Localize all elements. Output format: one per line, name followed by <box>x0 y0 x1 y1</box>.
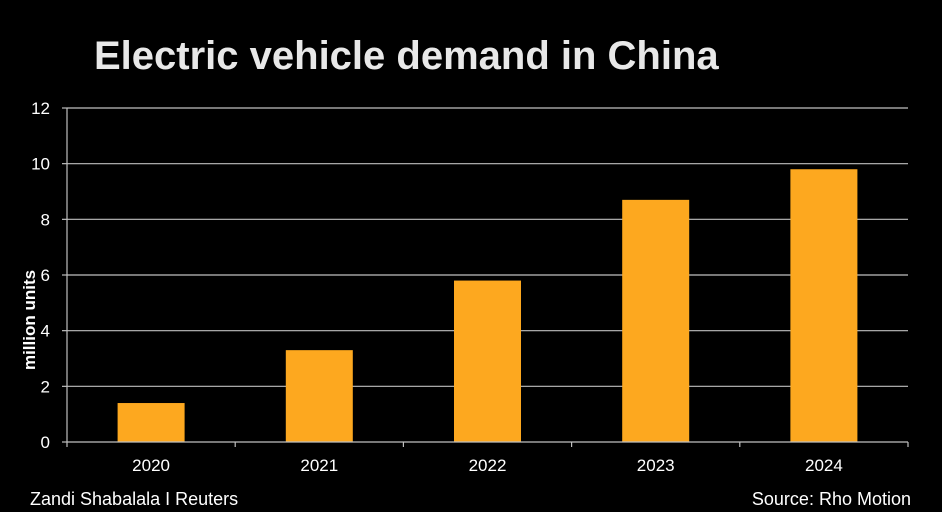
x-tick-label: 2022 <box>469 456 507 475</box>
source-note: Source: Rho Motion <box>751 489 911 509</box>
y-tick-label: 4 <box>41 322 50 341</box>
bar-2021 <box>285 350 353 442</box>
bar-2023 <box>622 199 690 442</box>
y-tick-label: 12 <box>31 99 50 118</box>
y-tick-label: 2 <box>41 377 50 396</box>
x-tick-label: 2021 <box>300 456 338 475</box>
y-axis-label: million units <box>20 270 39 370</box>
y-tick-label: 10 <box>31 155 50 174</box>
x-tick-label: 2020 <box>132 456 170 475</box>
y-tick-label: 0 <box>41 433 50 452</box>
bar-2022 <box>454 280 521 442</box>
chart-title: Electric vehicle demand in China <box>94 34 719 78</box>
y-tick-labels: 0 2 4 6 8 10 12 <box>31 99 50 452</box>
y-tick-label: 8 <box>41 210 50 229</box>
bar-2020 <box>117 403 185 442</box>
y-tick-label: 6 <box>41 266 50 285</box>
x-tick-labels: 2020 2021 2022 2023 2024 <box>132 456 843 475</box>
x-tick-label: 2023 <box>637 456 675 475</box>
bars <box>117 169 858 442</box>
axes <box>62 107 909 447</box>
x-tick-label: 2024 <box>805 456 843 475</box>
bar-2024 <box>790 169 858 442</box>
byline: Zandi Shabalala I Reuters <box>30 489 239 509</box>
